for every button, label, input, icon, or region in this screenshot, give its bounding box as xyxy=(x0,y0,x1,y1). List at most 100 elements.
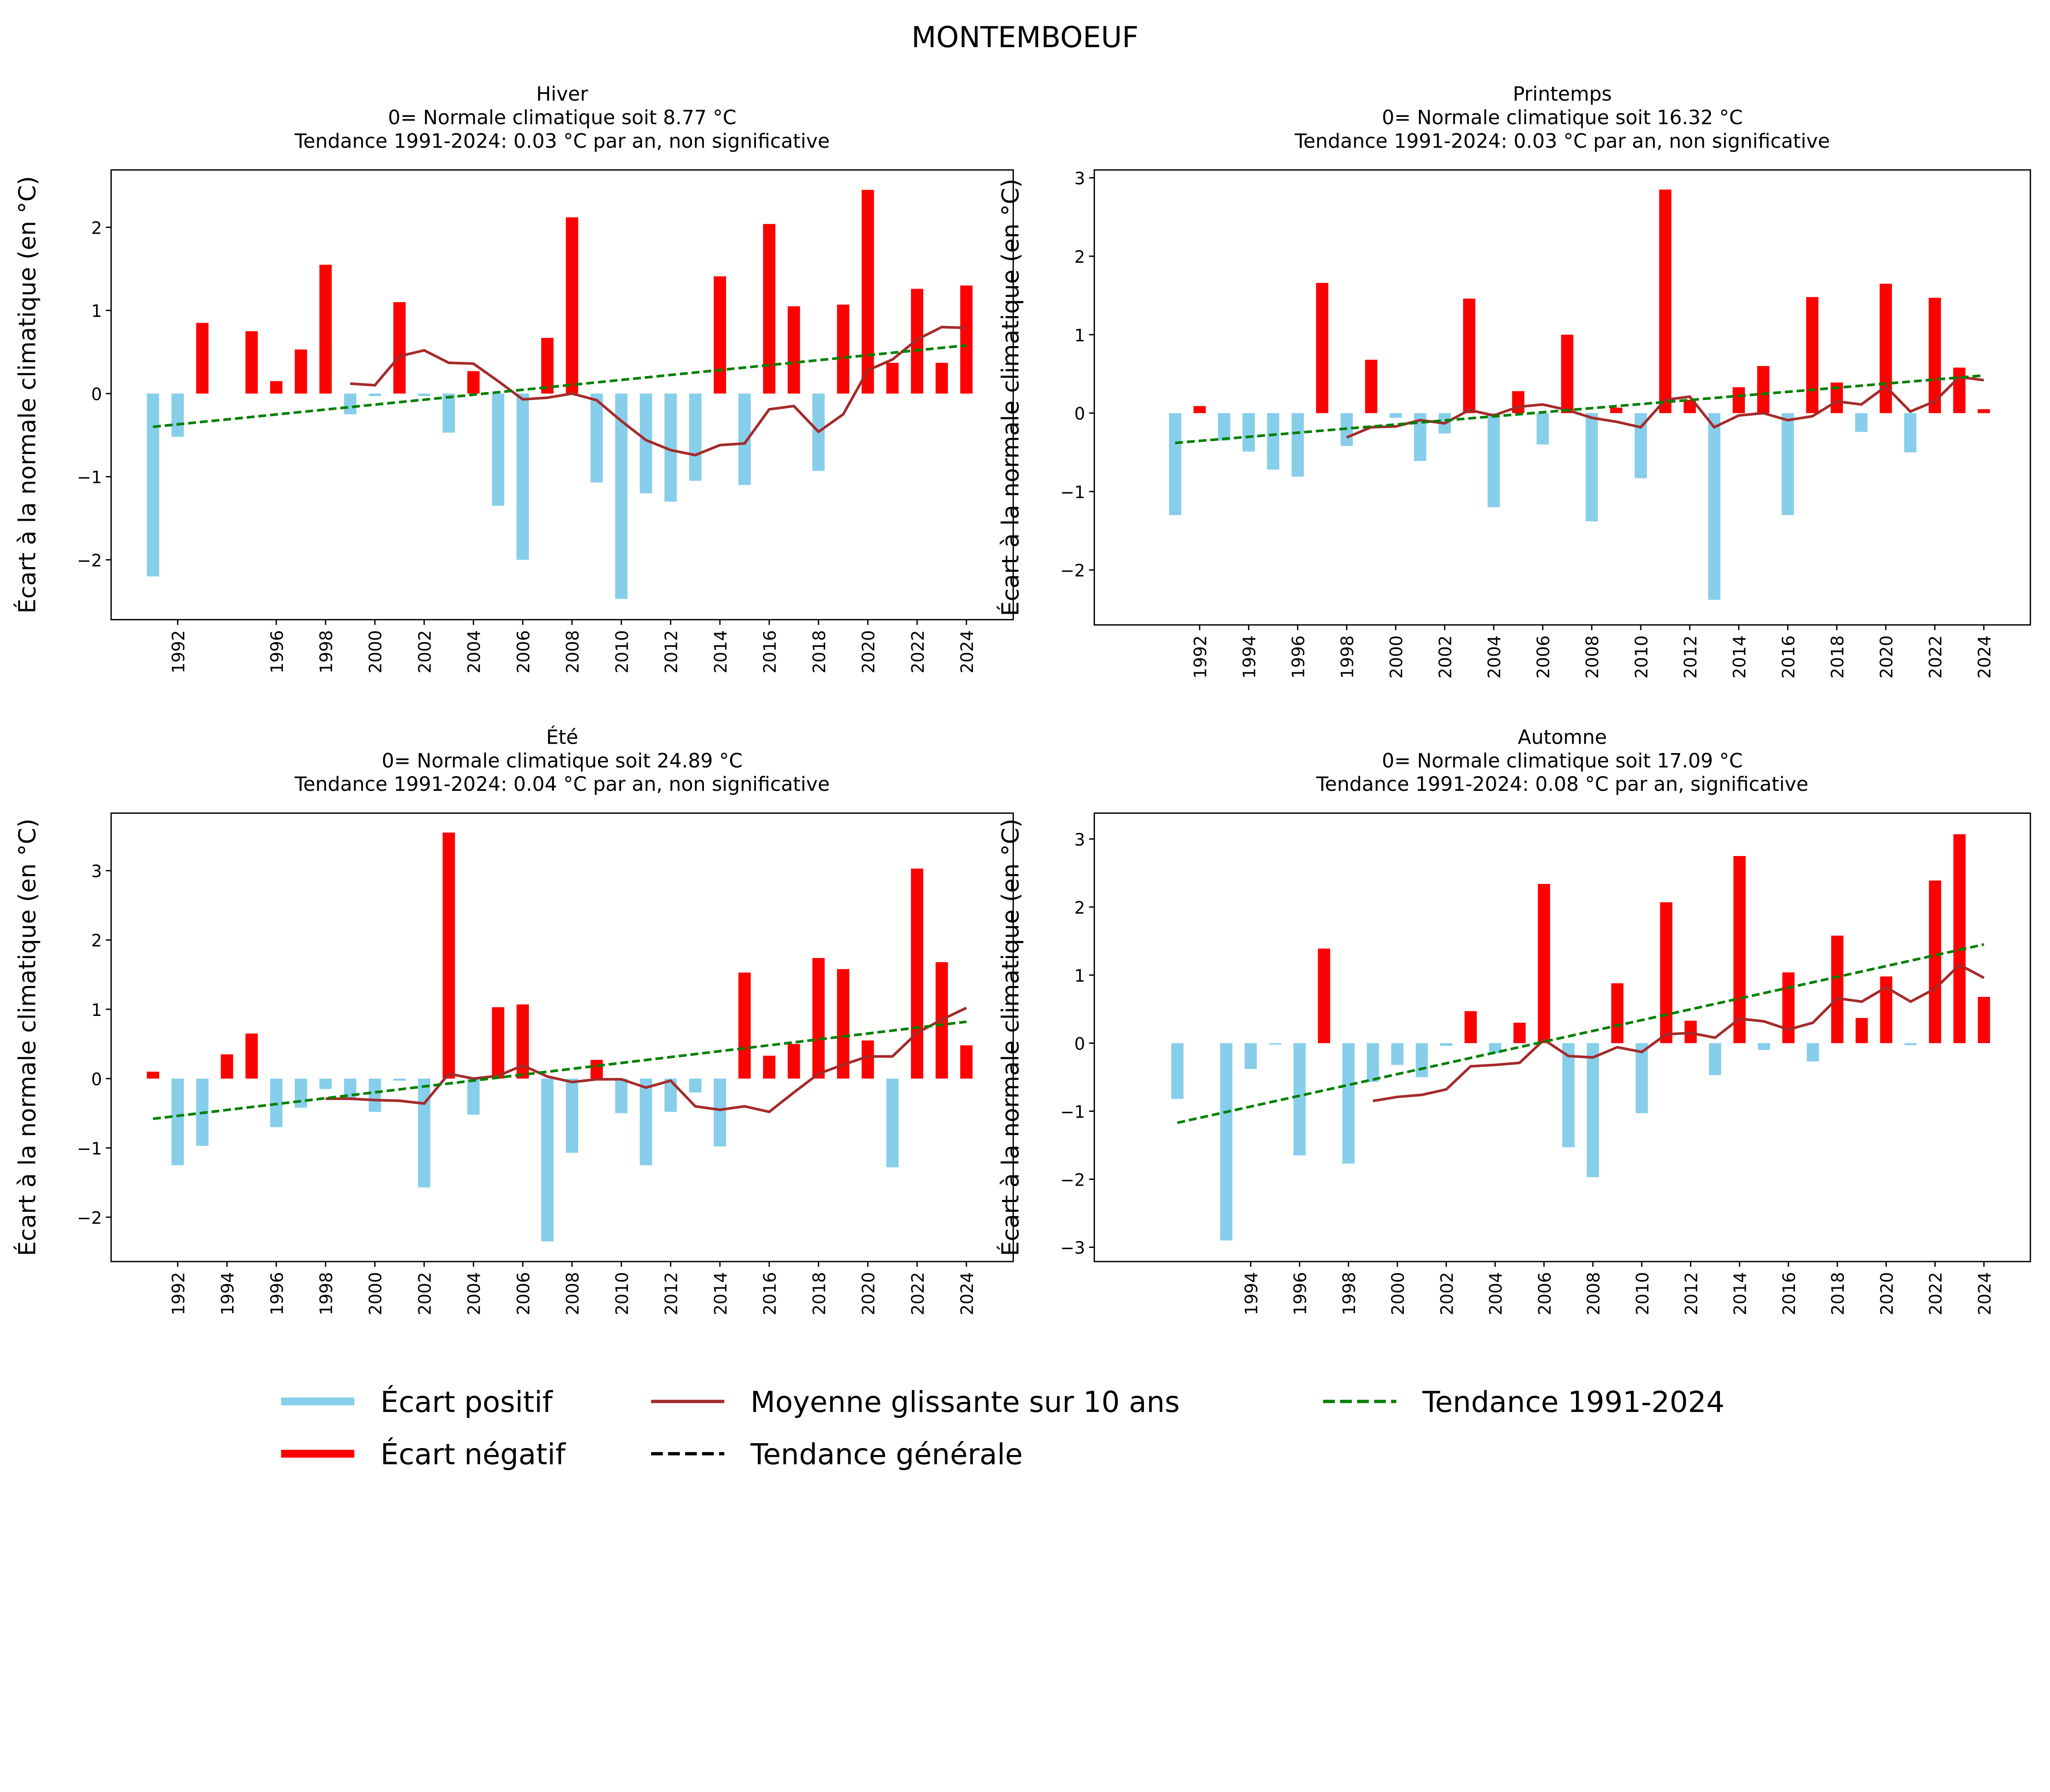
x-tick-label: 1992 xyxy=(169,630,188,673)
bar-2023 xyxy=(1953,834,1966,1043)
legend-label: Tendance générale xyxy=(750,1437,1023,1471)
trend-line xyxy=(1175,374,1984,444)
bar-2000 xyxy=(1391,1043,1404,1065)
bar-2001 xyxy=(1415,1043,1428,1077)
x-tick-label: 1996 xyxy=(1291,1272,1310,1315)
x-tick-label: 2002 xyxy=(1437,1272,1457,1315)
bar-1995 xyxy=(1267,413,1280,470)
y-tick-label: 2 xyxy=(91,218,102,238)
plot-frame xyxy=(110,169,1014,621)
bar-2020 xyxy=(861,1040,874,1079)
y-tick-label: 1 xyxy=(1074,966,1085,986)
bar-2017 xyxy=(1806,297,1819,413)
x-tick-label: 2014 xyxy=(711,630,731,673)
x-tick-label: 2008 xyxy=(563,1272,583,1315)
x-tick-label: 2016 xyxy=(760,630,780,673)
bar-1991 xyxy=(1169,413,1182,515)
bar-2016 xyxy=(1782,972,1795,1043)
x-tick-label: 2024 xyxy=(957,1272,977,1315)
y-axis-label: Écart à la normale climatique (en °C) xyxy=(996,819,1024,1256)
bar-1996 xyxy=(1292,413,1304,477)
bar-1993 xyxy=(1218,413,1230,441)
x-tick-label: 1992 xyxy=(169,1272,188,1315)
bar-2011 xyxy=(640,1078,652,1166)
bar-2017 xyxy=(788,306,800,394)
bar-2014 xyxy=(713,276,726,394)
bar-2009 xyxy=(590,1060,603,1079)
bar-1995 xyxy=(1269,1043,1282,1045)
bar-2023 xyxy=(1953,367,1966,413)
bar-2019 xyxy=(837,969,850,1079)
x-tick-label: 2016 xyxy=(1779,1272,1799,1315)
x-tick-label: 2012 xyxy=(662,630,681,673)
bar-2000 xyxy=(369,1078,381,1112)
x-tick-label: 1998 xyxy=(1339,1272,1359,1315)
y-tick-label: −2 xyxy=(77,551,102,570)
x-tick-label: 2008 xyxy=(1583,635,1602,679)
bar-1991 xyxy=(147,393,159,577)
bar-2005 xyxy=(1513,1022,1526,1043)
moving-average-line xyxy=(1373,963,1985,1102)
bar-2002 xyxy=(418,393,430,396)
y-tick-label: −1 xyxy=(77,468,102,487)
y-tick-label: 3 xyxy=(1074,830,1085,849)
bar-1999 xyxy=(1365,360,1378,413)
moving-average-line xyxy=(1346,376,1984,439)
x-tick-label: 2024 xyxy=(1975,1272,1995,1315)
subplot-title-line: Été xyxy=(546,725,578,749)
bar-2019 xyxy=(1855,1018,1868,1043)
x-tick-label: 2010 xyxy=(612,1272,632,1315)
bar-2009 xyxy=(590,393,603,483)
y-tick-label: −3 xyxy=(1060,1238,1085,1258)
bar-2020 xyxy=(861,190,874,394)
y-tick-label: 2 xyxy=(1074,898,1085,918)
bar-2020 xyxy=(1879,283,1892,413)
bar-2003 xyxy=(442,393,455,433)
bar-1992 xyxy=(1194,406,1206,413)
bar-2013 xyxy=(1709,1043,1722,1075)
x-tick-label: 2018 xyxy=(809,630,829,673)
x-tick-label: 2008 xyxy=(1584,1272,1604,1315)
x-tick-label: 2002 xyxy=(415,630,435,673)
x-tick-label: 1996 xyxy=(267,630,287,673)
bar-2021 xyxy=(1904,413,1917,453)
bar-2003 xyxy=(1465,1011,1477,1043)
bar-2017 xyxy=(788,1044,800,1079)
bar-1997 xyxy=(1318,948,1330,1043)
bar-1996 xyxy=(270,381,282,394)
bar-2000 xyxy=(369,393,381,396)
bar-2014 xyxy=(713,1078,726,1147)
bar-2016 xyxy=(1781,413,1794,515)
y-axis-label: Écart à la normale climatique (en °C) xyxy=(13,176,41,613)
x-tick-label: 2002 xyxy=(415,1272,435,1315)
x-tick-label: 2010 xyxy=(1633,1272,1652,1315)
bar-1998 xyxy=(319,1078,332,1089)
bar-2006 xyxy=(1536,413,1549,445)
bar-2008 xyxy=(566,217,579,394)
x-tick-label: 1996 xyxy=(1289,635,1308,679)
x-tick-label: 2000 xyxy=(1388,1272,1408,1315)
x-tick-label: 2014 xyxy=(1731,1272,1750,1315)
bar-2021 xyxy=(886,1078,899,1168)
y-tick-label: 1 xyxy=(1074,326,1085,345)
bar-2019 xyxy=(1855,413,1868,432)
bar-1992 xyxy=(171,393,184,437)
x-tick-label: 1998 xyxy=(317,630,336,673)
bar-2004 xyxy=(467,1078,480,1115)
bar-2003 xyxy=(442,832,455,1079)
bar-2008 xyxy=(1585,413,1598,521)
bar-2007 xyxy=(541,338,554,394)
bar-2021 xyxy=(886,362,899,394)
x-tick-label: 2022 xyxy=(1926,1272,1946,1315)
x-tick-label: 2014 xyxy=(711,1272,731,1315)
legend-label: Écart négatif xyxy=(380,1437,567,1471)
bar-1993 xyxy=(196,323,209,394)
x-tick-label: 1994 xyxy=(1241,1272,1261,1315)
bar-2008 xyxy=(566,1078,579,1153)
x-tick-label: 2020 xyxy=(1877,635,1896,679)
x-tick-label: 1994 xyxy=(1239,635,1259,679)
y-tick-label: 1 xyxy=(91,1000,102,1020)
